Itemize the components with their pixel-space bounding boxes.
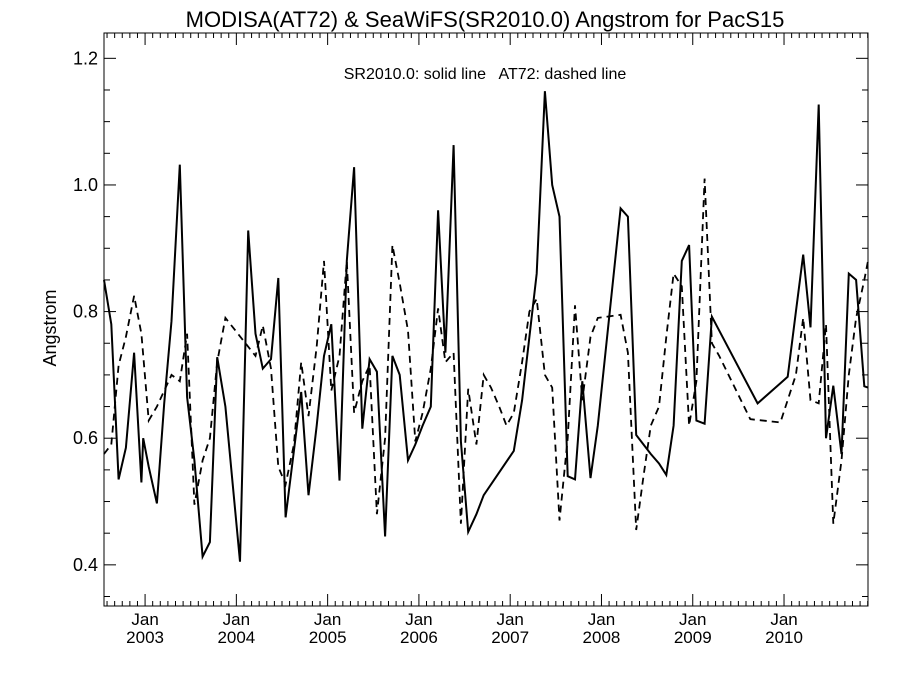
y-tick-label: 0.6 — [73, 428, 98, 448]
x-tick-year-label: 2008 — [583, 628, 621, 647]
x-tick-month-label: Jan — [588, 610, 615, 629]
x-tick-month-label: Jan — [405, 610, 432, 629]
y-tick-label: 0.4 — [73, 555, 98, 575]
plot-frame — [103, 32, 869, 607]
x-tick-month-label: Jan — [496, 610, 523, 629]
x-tick-month-label: Jan — [314, 610, 341, 629]
x-tick-year-label: 2007 — [491, 628, 529, 647]
x-tick-year-label: 2006 — [400, 628, 438, 647]
x-tick-year-label: 2005 — [309, 628, 347, 647]
y-axis-label: Angstrom — [40, 289, 60, 366]
y-tick-label: 0.8 — [73, 302, 98, 322]
x-tick-month-label: Jan — [131, 610, 158, 629]
y-axis-ticks: 0.4 0.6 0.8 1.0 1.2 — [73, 48, 868, 598]
x-tick-month-label: Jan — [770, 610, 797, 629]
plot-area: 0.40.60.81.01.2 Jan2003Jan2004Jan2005Jan… — [73, 32, 869, 647]
x-tick-year-label: 2004 — [217, 628, 255, 647]
series-line-sr2010-0 — [103, 91, 869, 562]
x-tick-month-label: Jan — [679, 610, 706, 629]
x-tick-year-label: 2009 — [674, 628, 712, 647]
y-tick-label: 1.2 — [73, 48, 98, 68]
chart-title: MODISA(AT72) & SeaWiFS(SR2010.0) Angstro… — [186, 7, 785, 32]
chart-annotation: SR2010.0: solid line AT72: dashed line — [344, 66, 627, 83]
x-tick-year-label: 2003 — [126, 628, 164, 647]
x-axis-ticks: Jan2003Jan2004Jan2005Jan2006Jan2007Jan20… — [106, 33, 869, 647]
y-tick-label: 1.0 — [73, 175, 98, 195]
x-tick-year-label: 2010 — [765, 628, 803, 647]
series-line-at72 — [103, 178, 869, 531]
series-layer — [103, 91, 869, 562]
x-tick-month-label: Jan — [223, 610, 250, 629]
